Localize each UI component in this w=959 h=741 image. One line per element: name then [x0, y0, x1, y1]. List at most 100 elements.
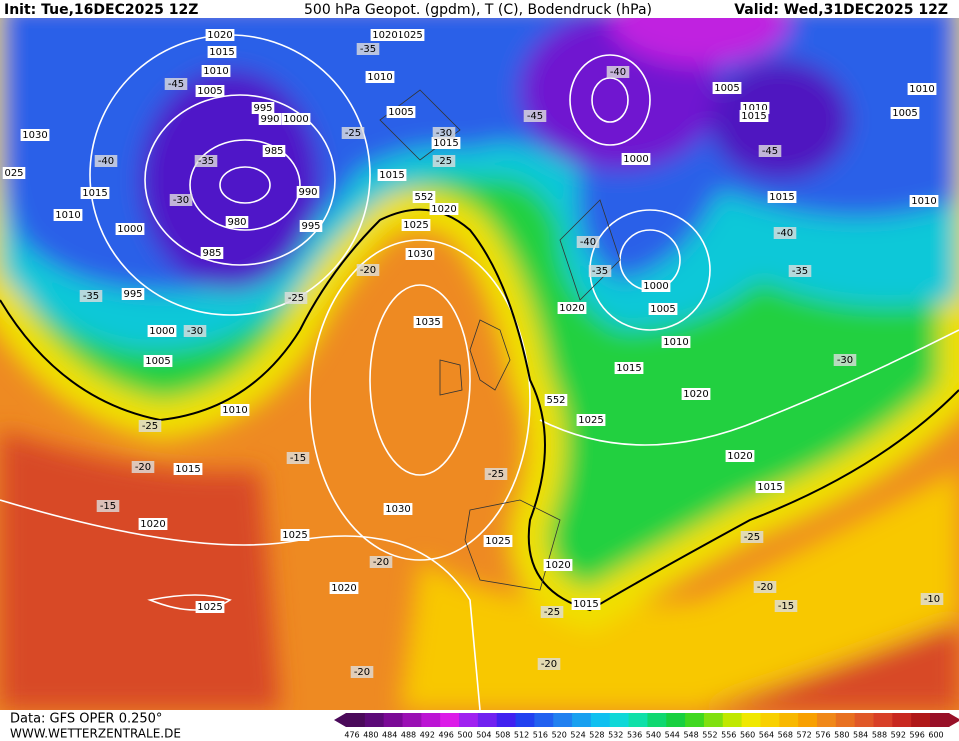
label-box: [540, 606, 564, 618]
pressure-label: 1015: [769, 192, 794, 203]
pressure-label: 1015: [433, 138, 458, 149]
scale-cell: [930, 713, 950, 727]
pressure-label: 1010: [663, 337, 688, 348]
scale-cell: [572, 713, 592, 727]
label-box: [483, 535, 513, 547]
label-box: [576, 414, 606, 426]
temperature-label: -20: [541, 659, 557, 670]
pressure-label: 1005: [714, 83, 739, 94]
pressure-label: 1000: [643, 281, 668, 292]
pressure-label: 1020: [727, 451, 752, 462]
pressure-label: 1025: [397, 30, 422, 41]
label-box: [195, 601, 225, 613]
label-box: [138, 420, 162, 432]
pressure-label: 985: [202, 248, 221, 259]
scale-cell: [703, 713, 724, 727]
label-box: [758, 145, 782, 157]
label-box: [350, 666, 374, 678]
pressure-label: 985: [264, 146, 283, 157]
scale-label: 524: [570, 731, 585, 740]
scale-label: 504: [476, 731, 491, 740]
scale-cell: [383, 713, 404, 727]
purple-core: [710, 60, 850, 180]
temperature-label: -40: [98, 156, 114, 167]
scale-cell: [647, 713, 667, 727]
scale-label: 560: [740, 731, 755, 740]
scale-cell: [496, 713, 517, 727]
yellow-region: [400, 470, 959, 710]
label-box: [739, 110, 769, 122]
pressure-label: 1025: [403, 220, 428, 231]
site: WWW.WETTERZENTRALE.DE: [10, 727, 181, 741]
label-box: [712, 82, 742, 94]
label-box: [377, 169, 407, 181]
label-box: [205, 29, 235, 41]
pressure-label: 1015: [616, 363, 641, 374]
pressure-label: 1035: [415, 317, 440, 328]
scale-label: 496: [439, 731, 454, 740]
label-box: [341, 127, 365, 139]
scale-cell: [741, 713, 761, 727]
scale-arrow-right: [948, 713, 959, 727]
scale-label: 568: [778, 731, 793, 740]
label-box: [909, 195, 939, 207]
temperature-label: -40: [610, 67, 626, 78]
label-box: [484, 468, 508, 480]
pressure-label: 1010: [55, 210, 80, 221]
label-box: [383, 503, 413, 515]
label-box: [121, 288, 145, 300]
label-box: [753, 581, 777, 593]
pressure-label: 1020: [331, 583, 356, 594]
scale-cell: [628, 713, 648, 727]
scale-label: 544: [665, 731, 680, 740]
temperature-label: -25: [744, 532, 760, 543]
temperature-label: -20: [354, 667, 370, 678]
pressure-label: 1015: [175, 464, 200, 475]
temperature-label: -45: [168, 79, 184, 90]
scale-cell: [590, 713, 611, 727]
scale-label: 580: [834, 731, 849, 740]
scale-label: 588: [872, 731, 887, 740]
label-box: [138, 518, 168, 530]
temperature-label: -20: [135, 462, 151, 473]
label-box: [195, 85, 225, 97]
pressure-label: 1005: [388, 107, 413, 118]
scale-label: 576: [815, 731, 830, 740]
label-box: [588, 265, 612, 277]
temperature-label: -25: [345, 128, 361, 139]
label-box: [523, 110, 547, 122]
label-box: [755, 481, 785, 493]
scale-cell: [666, 713, 686, 727]
scale-label: 600: [928, 731, 943, 740]
pressure-label: 1010: [742, 103, 767, 114]
temperature-label: -25: [436, 156, 452, 167]
pressure-label: 552: [414, 192, 433, 203]
temperature-label: -40: [580, 237, 596, 248]
label-box: [557, 302, 587, 314]
pressure-label: 1005: [892, 108, 917, 119]
label-box: [53, 209, 83, 221]
label-box: [614, 362, 644, 374]
scale-cell: [421, 713, 441, 727]
label-box: [395, 29, 425, 41]
label-box: [251, 102, 275, 114]
pressure-label: 1020: [207, 30, 232, 41]
label-box: [648, 303, 678, 315]
label-box: [220, 404, 250, 416]
label-box: [386, 106, 416, 118]
temperature-label: -25: [142, 421, 158, 432]
label-box: [286, 452, 310, 464]
label-box: [370, 29, 400, 41]
scale-cell: [685, 713, 705, 727]
pressure-label: 1020: [683, 389, 708, 400]
temperature-label: -25: [488, 469, 504, 480]
label-box: [576, 236, 600, 248]
pressure-label: 1000: [117, 224, 142, 235]
label-box: [280, 529, 310, 541]
temperature-label: -30: [837, 355, 853, 366]
scale-cell: [760, 713, 780, 727]
temperature-label: -35: [360, 44, 376, 55]
label-box: [833, 354, 857, 366]
pressure-label: 995: [253, 103, 272, 114]
